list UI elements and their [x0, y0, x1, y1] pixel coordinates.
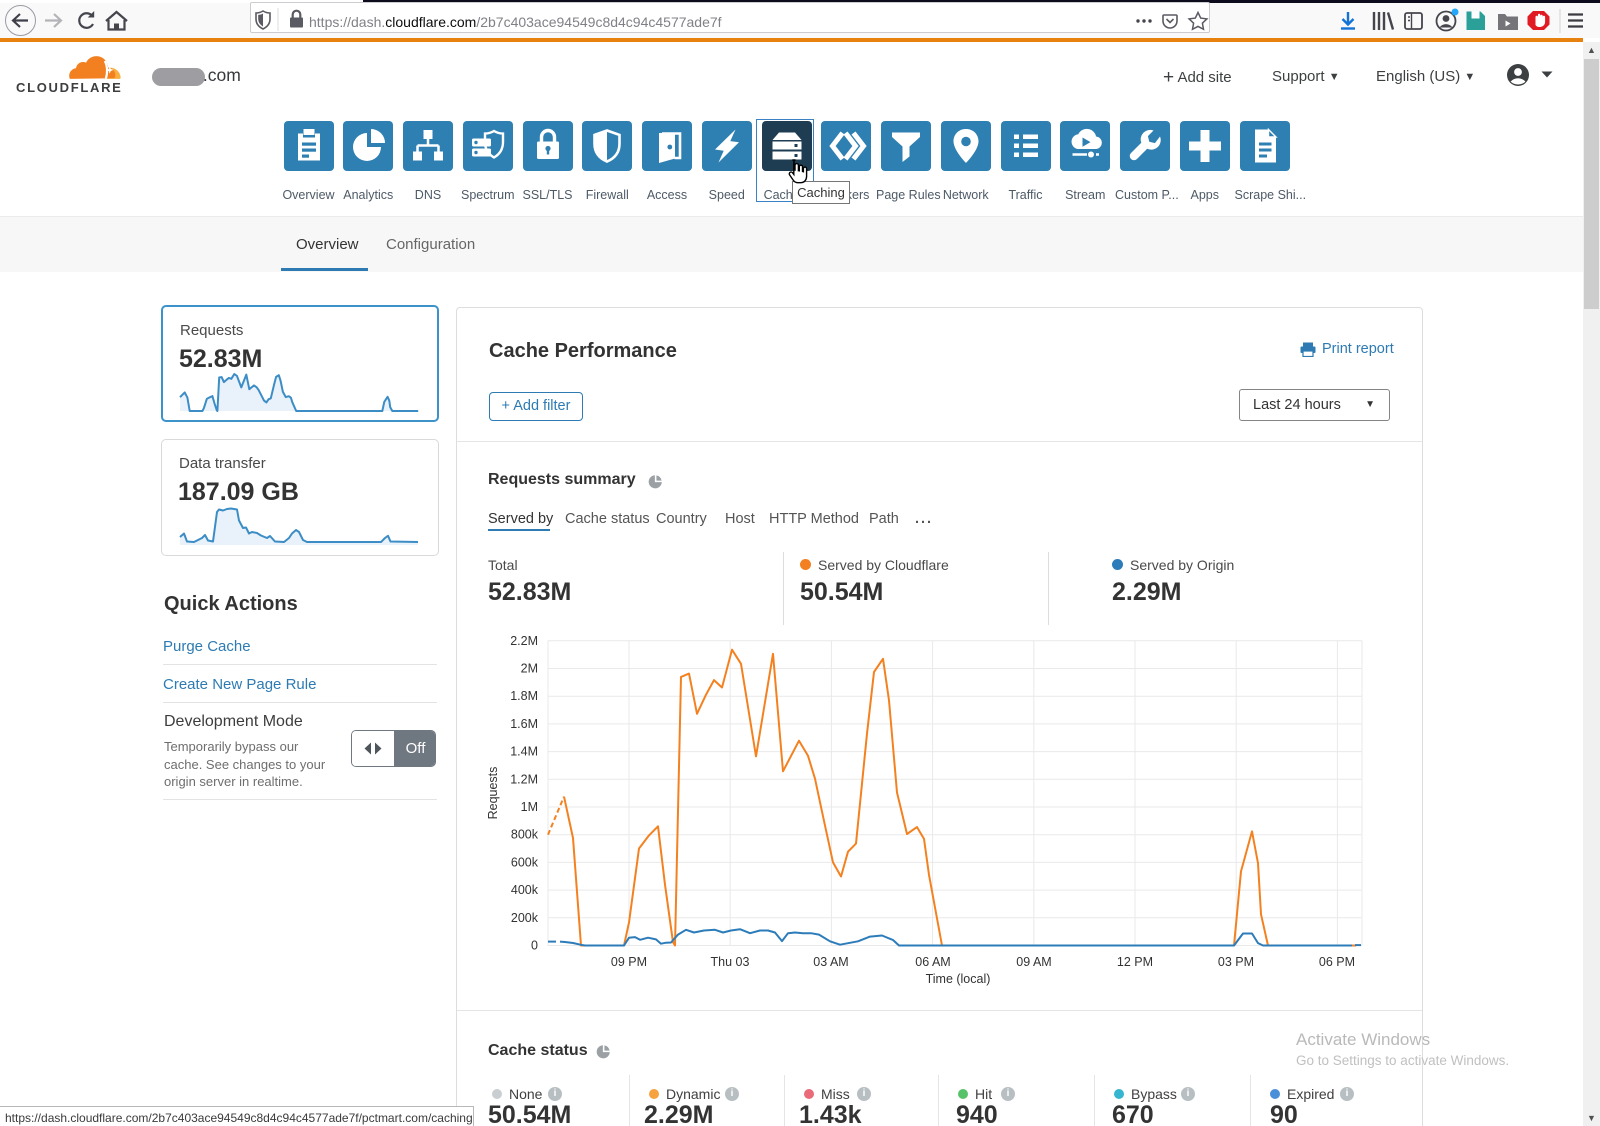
svg-text:09 AM: 09 AM	[1016, 955, 1051, 969]
svg-text:800k: 800k	[511, 828, 539, 842]
svg-text:Thu 03: Thu 03	[711, 955, 750, 969]
svg-text:2.2M: 2.2M	[510, 634, 538, 648]
svg-text:1.6M: 1.6M	[510, 717, 538, 731]
svg-text:0: 0	[531, 939, 538, 953]
svg-text:06 PM: 06 PM	[1319, 955, 1355, 969]
svg-text:Time (local): Time (local)	[926, 972, 991, 986]
svg-text:600k: 600k	[511, 855, 539, 869]
svg-text:03 PM: 03 PM	[1218, 955, 1254, 969]
svg-text:12 PM: 12 PM	[1117, 955, 1153, 969]
svg-text:1M: 1M	[521, 800, 538, 814]
svg-text:1.2M: 1.2M	[510, 772, 538, 786]
svg-text:1.4M: 1.4M	[510, 745, 538, 759]
svg-text:Requests: Requests	[486, 767, 500, 820]
svg-text:2M: 2M	[521, 662, 538, 676]
svg-text:1.8M: 1.8M	[510, 689, 538, 703]
svg-text:09 PM: 09 PM	[611, 955, 647, 969]
svg-text:03 AM: 03 AM	[813, 955, 848, 969]
svg-text:06 AM: 06 AM	[915, 955, 950, 969]
svg-text:200k: 200k	[511, 911, 539, 925]
svg-text:400k: 400k	[511, 883, 539, 897]
